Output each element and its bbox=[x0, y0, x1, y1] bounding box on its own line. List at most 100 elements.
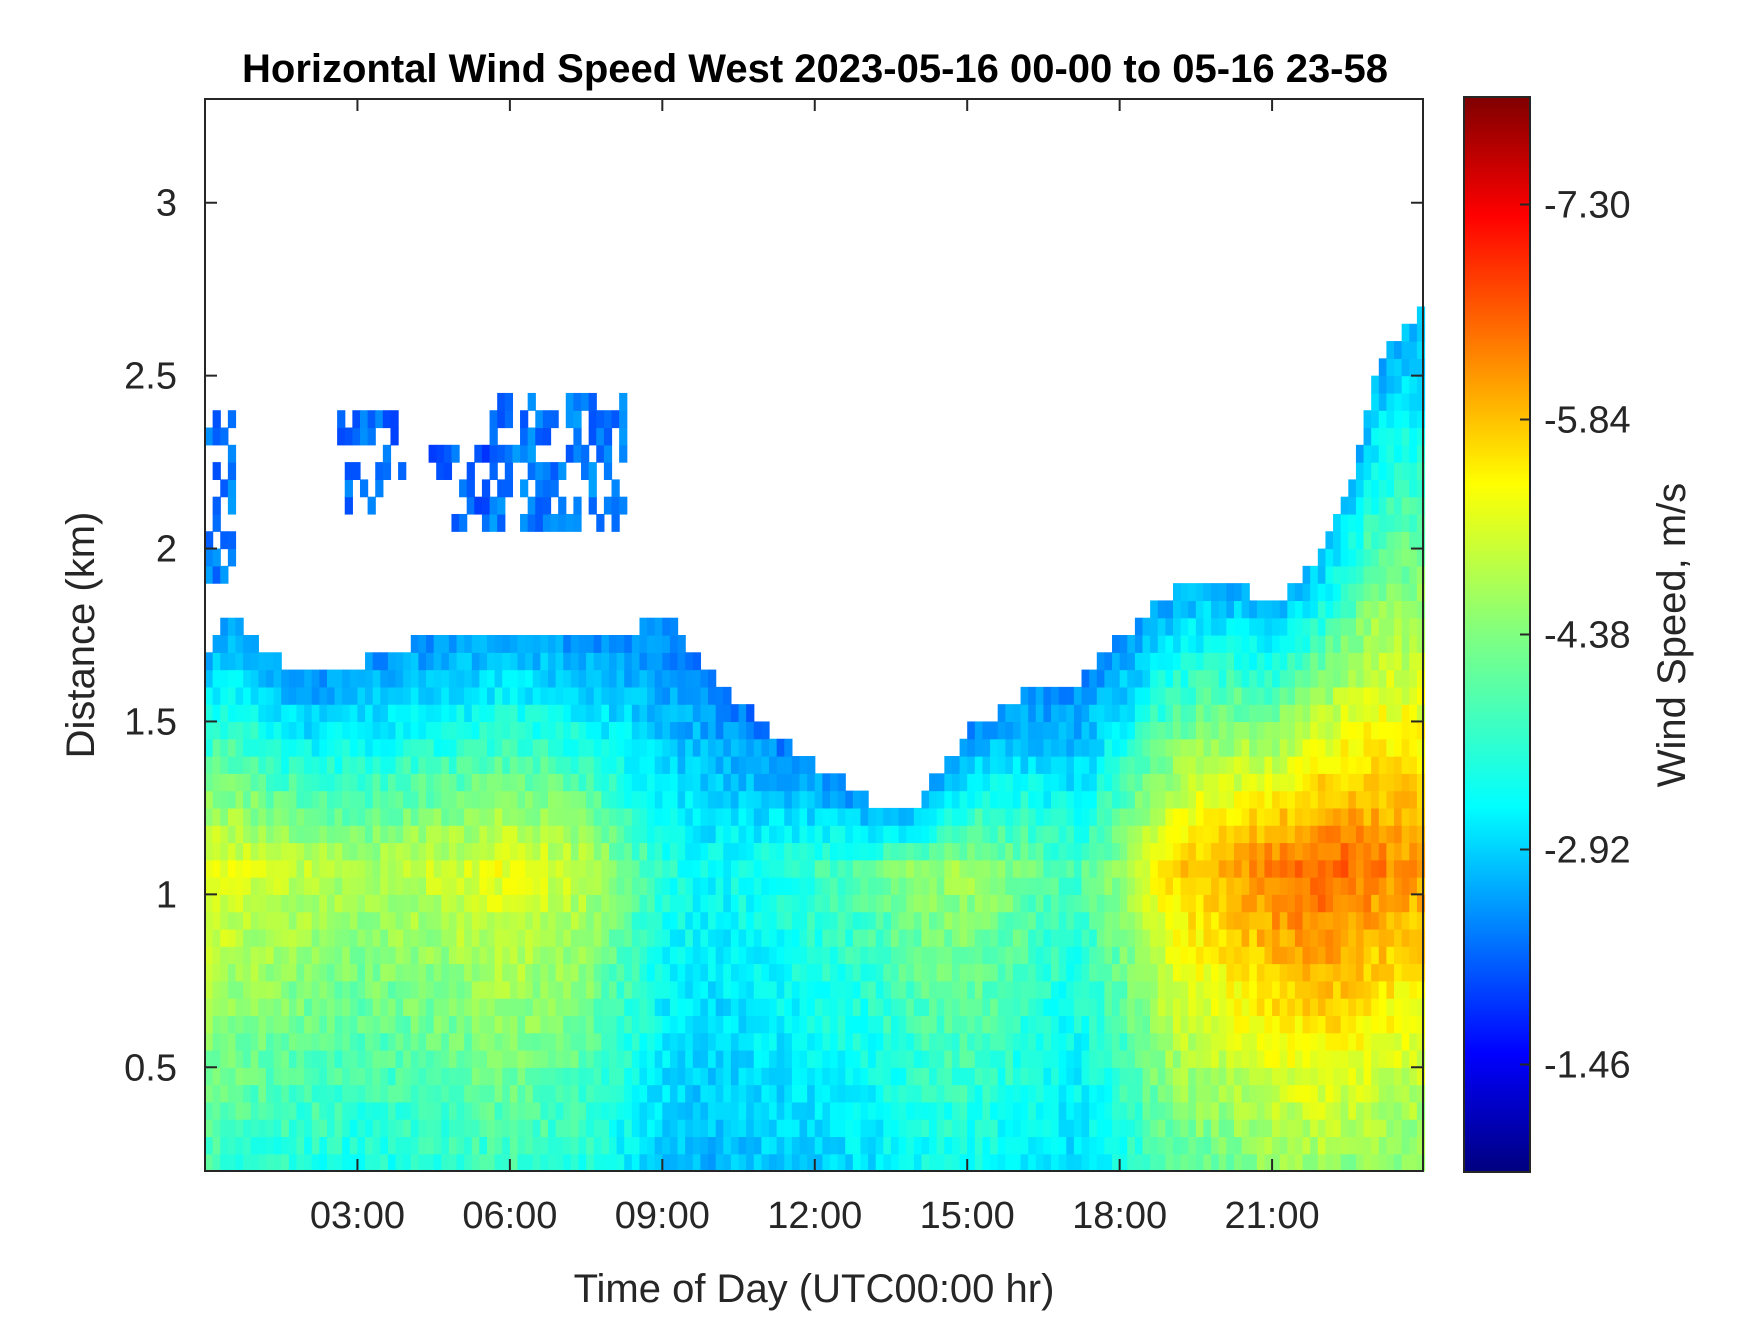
heatmap-cell bbox=[951, 1015, 961, 1034]
heatmap-cell bbox=[1371, 635, 1380, 653]
heatmap-cell bbox=[205, 1067, 214, 1086]
heatmap-cell bbox=[372, 877, 381, 895]
heatmap-cell bbox=[1401, 565, 1410, 584]
heatmap-cell bbox=[1134, 877, 1144, 895]
heatmap-cell bbox=[1394, 859, 1403, 878]
heatmap-cell bbox=[631, 946, 641, 965]
heatmap-cell bbox=[1188, 652, 1197, 671]
heatmap-cell bbox=[608, 652, 618, 671]
heatmap-cell bbox=[1333, 738, 1342, 757]
heatmap-cell bbox=[1264, 773, 1273, 792]
heatmap-cell bbox=[1188, 790, 1197, 809]
heatmap-cell bbox=[1264, 756, 1273, 774]
heatmap-cell bbox=[1348, 859, 1357, 878]
heatmap-cell bbox=[1325, 1049, 1334, 1068]
heatmap-cell bbox=[921, 911, 930, 930]
heatmap-cell bbox=[631, 1049, 641, 1068]
heatmap-cell bbox=[624, 825, 633, 844]
heatmap-cell bbox=[616, 1032, 625, 1051]
heatmap-cell bbox=[1211, 825, 1220, 844]
heatmap-cell bbox=[677, 859, 686, 878]
heatmap-cell bbox=[441, 825, 450, 844]
heatmap-cell bbox=[685, 738, 694, 757]
heatmap-cell bbox=[1043, 721, 1052, 740]
heatmap-cell bbox=[1325, 998, 1334, 1016]
plot-area bbox=[205, 306, 1426, 1172]
heatmap-cell bbox=[563, 686, 572, 705]
heatmap-cell bbox=[1241, 928, 1250, 947]
heatmap-cell bbox=[296, 721, 305, 740]
heatmap-cell bbox=[1409, 1101, 1418, 1120]
heatmap-cell bbox=[593, 721, 602, 740]
heatmap-cell bbox=[1340, 946, 1349, 965]
heatmap-cell bbox=[487, 911, 496, 930]
heatmap-cell bbox=[1020, 894, 1029, 913]
heatmap-cell bbox=[525, 704, 534, 723]
heatmap-cell bbox=[1012, 911, 1022, 930]
heatmap-cell bbox=[456, 859, 465, 878]
heatmap-cell bbox=[982, 807, 991, 826]
heatmap-cell bbox=[1096, 756, 1105, 774]
heatmap-cell bbox=[761, 911, 770, 930]
heatmap-cell bbox=[570, 1015, 580, 1034]
heatmap-cell bbox=[357, 859, 366, 878]
heatmap-cell bbox=[288, 773, 298, 792]
heatmap-cell bbox=[1226, 652, 1235, 671]
heatmap-cell bbox=[1073, 1153, 1083, 1172]
heatmap-cell bbox=[1012, 1153, 1022, 1172]
heatmap-cell bbox=[1317, 652, 1327, 671]
heatmap-cell bbox=[235, 756, 244, 774]
heatmap-cell bbox=[616, 635, 625, 653]
heatmap-cell bbox=[837, 1049, 846, 1068]
heatmap-cell bbox=[746, 911, 755, 930]
heatmap-cell bbox=[1302, 600, 1311, 619]
heatmap-cell bbox=[410, 842, 420, 861]
heatmap-cell bbox=[898, 998, 907, 1016]
heatmap-cell bbox=[487, 635, 496, 653]
heatmap-cell bbox=[547, 721, 557, 740]
heatmap-cell bbox=[761, 773, 770, 792]
heatmap-cell bbox=[677, 704, 686, 723]
heatmap-cell bbox=[1195, 877, 1205, 895]
heatmap-cell bbox=[1081, 756, 1090, 774]
heatmap-cell bbox=[1035, 790, 1045, 809]
heatmap-cell bbox=[1409, 859, 1418, 878]
heatmap-cell bbox=[1089, 686, 1098, 705]
heatmap-cell bbox=[334, 669, 343, 688]
heatmap-cell bbox=[1051, 894, 1060, 913]
heatmap-cell bbox=[1302, 1101, 1311, 1120]
heatmap-cell bbox=[1020, 1119, 1029, 1138]
heatmap-cell bbox=[433, 652, 442, 671]
heatmap-cell bbox=[365, 756, 374, 774]
heatmap-cell bbox=[540, 980, 549, 999]
heatmap-cell bbox=[616, 842, 625, 861]
heatmap-cell bbox=[479, 807, 488, 826]
heatmap-cell bbox=[1386, 444, 1395, 463]
heatmap-cell bbox=[311, 998, 320, 1016]
heatmap-cell bbox=[1317, 928, 1327, 947]
heatmap-cell bbox=[578, 1067, 587, 1086]
heatmap-cell bbox=[1112, 669, 1121, 688]
heatmap-cell bbox=[1180, 946, 1189, 965]
heatmap-cell bbox=[601, 635, 610, 653]
heatmap-cell bbox=[1348, 894, 1357, 913]
heatmap-cell bbox=[540, 859, 549, 878]
heatmap-cell bbox=[616, 1101, 625, 1120]
heatmap-cell bbox=[616, 928, 625, 947]
heatmap-cell bbox=[1394, 825, 1403, 844]
heatmap-cell bbox=[593, 1101, 602, 1120]
heatmap-cell bbox=[799, 825, 808, 844]
heatmap-cell bbox=[1081, 1032, 1090, 1051]
heatmap-cell bbox=[1416, 306, 1426, 325]
heatmap-cell bbox=[1073, 946, 1083, 965]
heatmap-cell bbox=[1150, 946, 1159, 965]
heatmap-cell bbox=[205, 686, 214, 705]
heatmap-cell bbox=[426, 1119, 435, 1138]
heatmap-cell bbox=[265, 825, 275, 844]
heatmap-cell bbox=[662, 859, 671, 878]
heatmap-cell bbox=[1180, 1067, 1189, 1086]
heatmap-cell bbox=[738, 807, 747, 826]
heatmap-cell bbox=[258, 669, 267, 688]
heatmap-cell bbox=[456, 928, 465, 947]
heatmap-cell bbox=[1112, 756, 1121, 774]
